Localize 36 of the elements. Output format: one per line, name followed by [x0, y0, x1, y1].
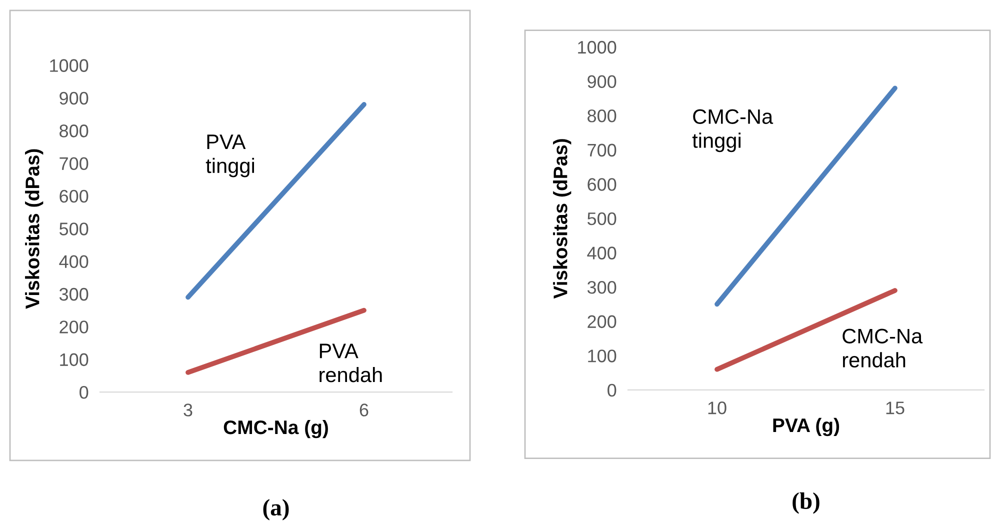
y-tick-label: 100 — [588, 350, 616, 362]
y-axis-title: Viskositas (dPas) — [553, 139, 572, 299]
series-label: CMC-Na rendah — [842, 328, 923, 368]
x-tick-label: 3 — [184, 404, 192, 416]
y-tick-label: 1000 — [578, 40, 616, 54]
y-tick-label: 600 — [588, 178, 616, 191]
series-label: PVA rendah — [320, 344, 382, 382]
y-tick-label: 200 — [60, 320, 88, 334]
y-tick-label: 700 — [588, 144, 616, 157]
y-tick-label: 700 — [60, 157, 88, 170]
text: CMC-Na tinggi — [692, 109, 774, 152]
y-tick-label: 200 — [588, 315, 616, 328]
y-tick-label: 500 — [587, 212, 616, 226]
y-tick-label: 300 — [59, 288, 88, 301]
y-tick-label: 600 — [60, 190, 88, 203]
y-tick-label: 800 — [588, 110, 616, 122]
y-tick-label: 400 — [587, 246, 616, 260]
y-axis-title: Viskositas (dPas) — [25, 149, 44, 309]
text: (a) — [263, 498, 289, 520]
x-tick-label: 15 — [886, 402, 904, 414]
y-tick-label: 800 — [60, 124, 88, 138]
y-tick-label: 900 — [588, 75, 616, 88]
x-axis-title: PVA (g) — [773, 418, 840, 436]
y-tick-label: 0 — [608, 384, 616, 397]
y-tick-label: 500 — [59, 222, 88, 236]
y-tick-label: 900 — [60, 92, 88, 105]
x-tick-label: 6 — [360, 404, 368, 416]
y-tick-label: 1000 — [50, 59, 88, 72]
y-tick-label: 300 — [587, 280, 616, 294]
text: (b) — [792, 492, 820, 514]
x-tick-label: 10 — [708, 402, 726, 414]
y-tick-label: 100 — [60, 353, 88, 366]
series-label: PVA tinggi — [206, 134, 254, 178]
y-tick-label: 0 — [80, 386, 88, 399]
x-axis-title: CMC-Na (g) — [224, 420, 328, 438]
y-tick-label: 400 — [59, 255, 88, 268]
